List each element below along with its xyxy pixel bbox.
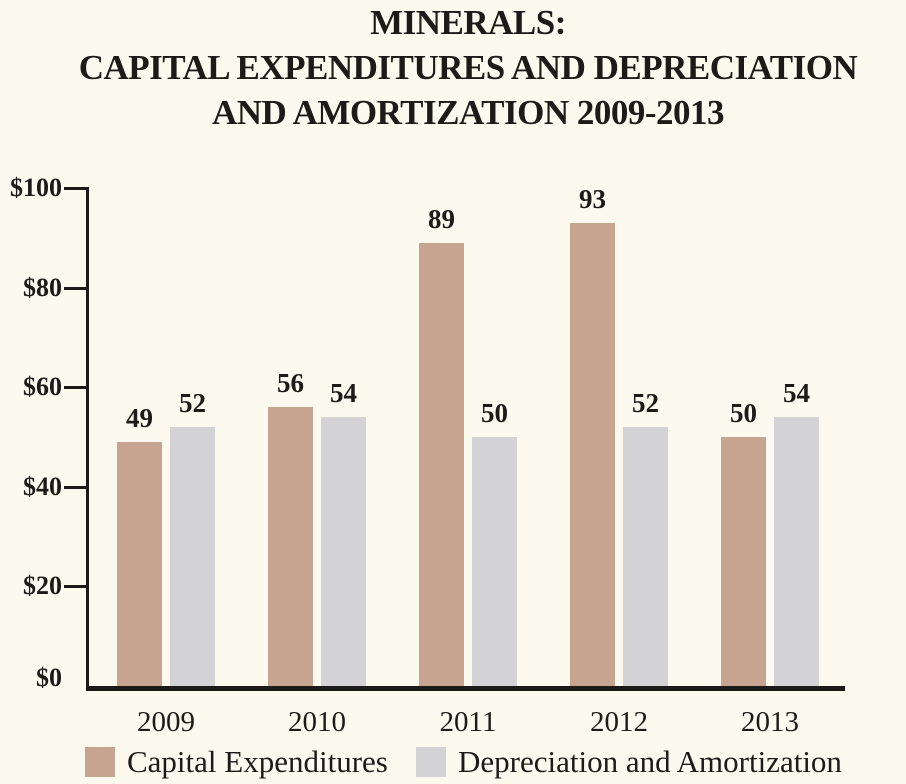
y-tick-label-20: $20	[23, 571, 62, 601]
legend: Capital Expenditures Depreciation and Am…	[0, 746, 906, 780]
y-tick-60	[64, 386, 87, 390]
chart-title-line-2: CAPITAL EXPENDITURES AND DEPRECIATION	[78, 48, 858, 87]
x-axis-line	[86, 686, 845, 691]
legend-label-capital-expenditures: Capital Expenditures	[127, 744, 388, 779]
y-tick-label-0: $0	[36, 663, 62, 692]
y-tick-40	[64, 485, 87, 489]
bar-depamort-2012	[623, 427, 668, 686]
legend-item-depreciation-amortization: Depreciation and Amortization	[416, 746, 842, 778]
x-label-2011: 2011	[439, 706, 497, 738]
y-tick-20	[64, 585, 87, 589]
bar-value-depamort-2012: 52	[632, 388, 659, 418]
y-axis-line	[86, 187, 89, 687]
bar-capex-2011	[419, 243, 464, 686]
chart-title-line-1: MINERALS:	[370, 3, 566, 42]
bar-depamort-2013	[774, 417, 819, 686]
bar-value-capex-2012: 93	[579, 184, 606, 214]
y-tick-label-80: $80	[23, 272, 62, 302]
chart-title: MINERALS: CAPITAL EXPENDITURES AND DEPRE…	[30, 0, 906, 135]
legend-swatch-capital-expenditures	[85, 747, 115, 777]
bar-value-depamort-2011: 50	[481, 398, 508, 428]
bar-value-capex-2009: 49	[126, 403, 153, 433]
y-tick-label-40: $40	[23, 471, 62, 501]
bar-value-capex-2013: 50	[730, 398, 757, 428]
bar-depamort-2010	[321, 417, 366, 686]
y-tick-label-100: $100	[10, 173, 62, 202]
x-label-2010: 2010	[288, 706, 346, 738]
bar-value-capex-2011: 89	[428, 204, 455, 234]
bar-depamort-2009	[170, 427, 215, 686]
bar-depamort-2011	[472, 437, 517, 686]
chart-title-line-3: AND AMORTIZATION 2009-2013	[211, 93, 725, 132]
x-label-2012: 2012	[590, 706, 648, 738]
x-label-2013: 2013	[741, 706, 799, 738]
x-label-2009: 2009	[137, 706, 195, 738]
legend-item-capital-expenditures: Capital Expenditures	[85, 746, 388, 778]
bar-capex-2013	[721, 437, 766, 686]
y-tick-label-60: $60	[23, 372, 62, 402]
bar-value-depamort-2010: 54	[330, 378, 357, 408]
bar-value-depamort-2009: 52	[179, 388, 206, 418]
bar-capex-2009	[117, 442, 162, 686]
legend-label-depreciation-amortization: Depreciation and Amortization	[458, 744, 842, 779]
y-tick-100	[64, 187, 87, 190]
bar-value-depamort-2013: 54	[783, 378, 810, 408]
bar-value-capex-2010: 56	[277, 368, 304, 398]
y-tick-80	[64, 286, 87, 290]
legend-swatch-depreciation-amortization	[416, 747, 446, 777]
bar-capex-2010	[268, 407, 313, 686]
bar-capex-2012	[570, 223, 615, 686]
